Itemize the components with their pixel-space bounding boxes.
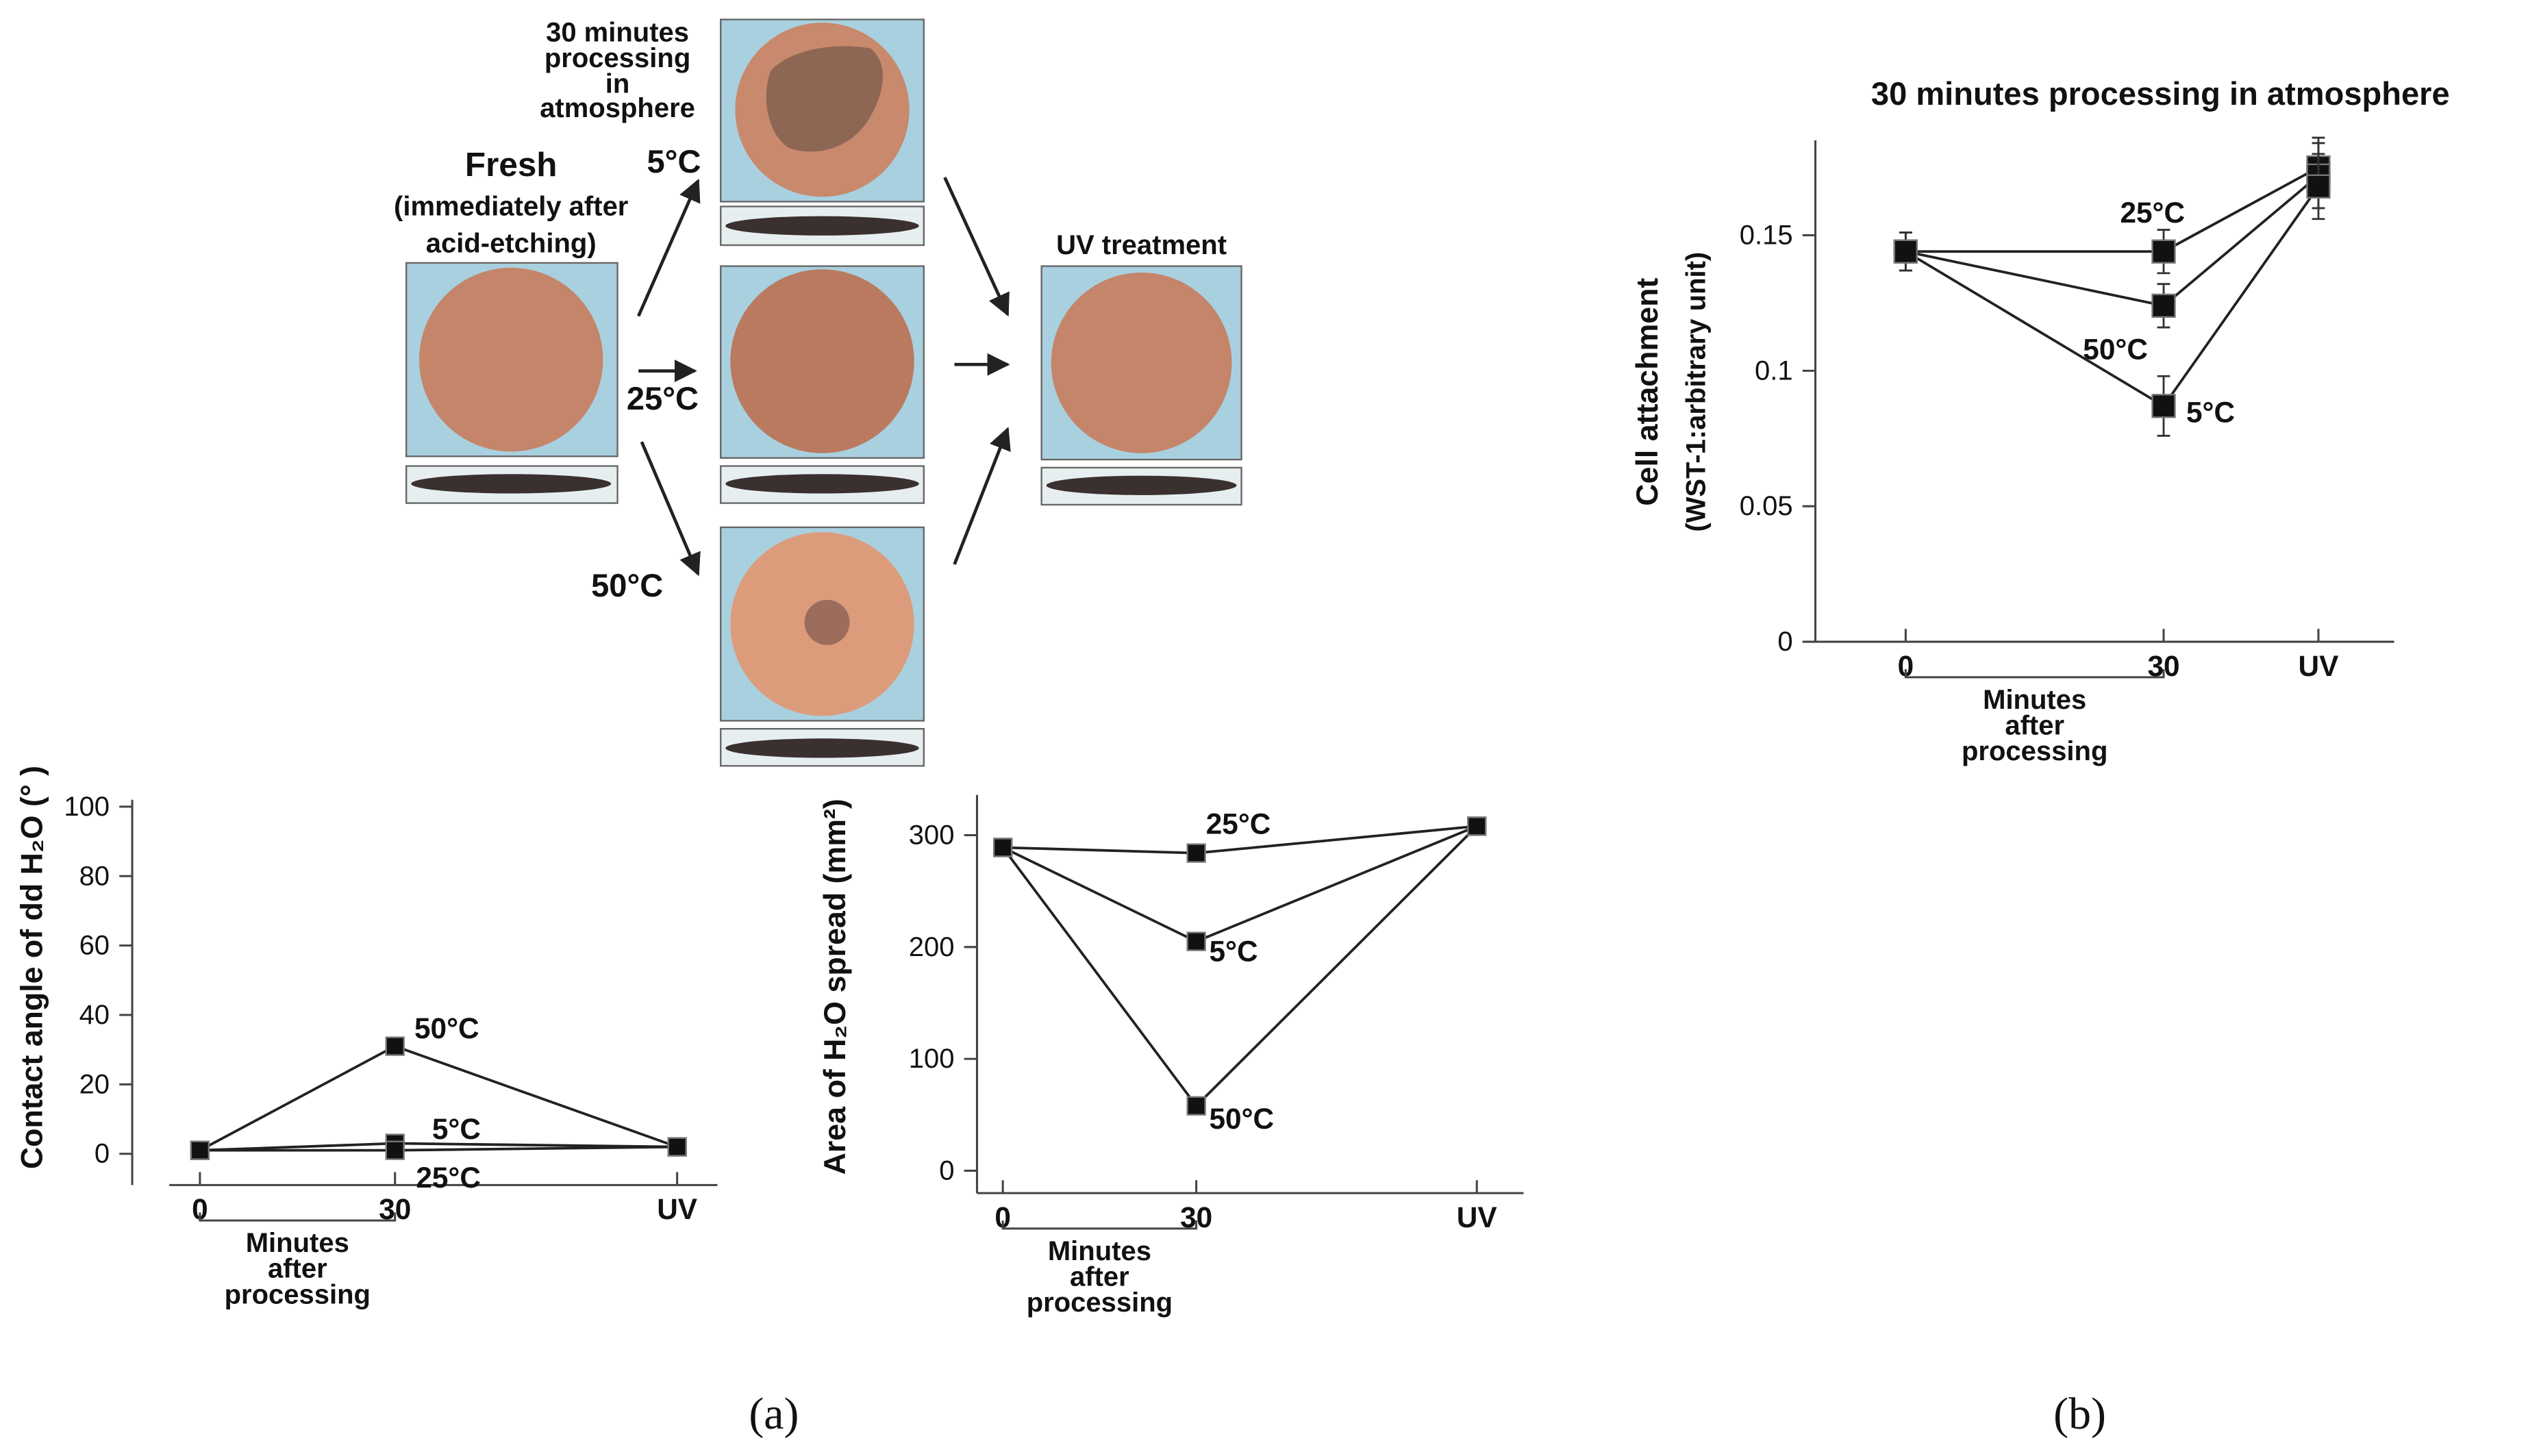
y-tick-label: 0 bbox=[939, 1155, 954, 1185]
series-label: 25°C bbox=[416, 1162, 481, 1194]
x-tick-label: 0 bbox=[192, 1193, 208, 1225]
marker bbox=[1186, 843, 1206, 863]
marker bbox=[385, 1036, 405, 1056]
x-axis-label: Minutes bbox=[1048, 1236, 1151, 1266]
arrows bbox=[637, 177, 1011, 577]
y-tick-label: 0 bbox=[95, 1139, 110, 1169]
temp-label: 25°C bbox=[627, 380, 699, 416]
series-label: 50°C bbox=[1209, 1103, 1274, 1135]
disc-side bbox=[725, 474, 919, 494]
y-tick-label: 200 bbox=[909, 932, 955, 962]
photos bbox=[405, 18, 1242, 767]
x-tick-label: UV bbox=[657, 1193, 697, 1225]
panel-label: (b) bbox=[2053, 1389, 2106, 1439]
series-line bbox=[1905, 174, 2320, 307]
disc-side bbox=[411, 474, 612, 494]
marker bbox=[1893, 239, 1918, 264]
water-drop bbox=[804, 599, 850, 645]
y-tick-label: 100 bbox=[64, 792, 110, 822]
note: atmosphere bbox=[540, 93, 695, 123]
arrow bbox=[953, 427, 1011, 565]
series-label: 5°C bbox=[2186, 397, 2235, 429]
y-tick-label: 40 bbox=[79, 1000, 110, 1030]
y-tick-label: 0.1 bbox=[1755, 355, 1793, 386]
x-axis-label: processing bbox=[225, 1279, 371, 1309]
x-bracket bbox=[1904, 669, 2165, 679]
arrow bbox=[637, 178, 701, 317]
series-line bbox=[1002, 825, 1477, 943]
series-label: 50°C bbox=[414, 1012, 479, 1044]
disc bbox=[730, 269, 914, 453]
disc-side bbox=[725, 738, 919, 758]
disc bbox=[1051, 273, 1232, 453]
marker bbox=[2306, 174, 2331, 199]
series-label: 5°C bbox=[432, 1113, 481, 1145]
series-label: 50°C bbox=[2083, 333, 2148, 365]
x-axis-label: after bbox=[2005, 710, 2064, 740]
y-tick-label: 20 bbox=[79, 1069, 110, 1099]
disc-side bbox=[1046, 475, 1237, 495]
chart-title: 30 minutes processing in atmosphere bbox=[1871, 75, 2450, 112]
marker bbox=[2151, 239, 2176, 264]
marker bbox=[667, 1137, 687, 1157]
marker bbox=[2151, 293, 2176, 318]
series-label: 25°C bbox=[1206, 808, 1271, 840]
disc bbox=[419, 267, 603, 452]
x-tick-label: 0 bbox=[994, 1201, 1011, 1233]
y-tick-label: 300 bbox=[909, 820, 955, 850]
temp-label: 50°C bbox=[591, 567, 663, 603]
x-bracket bbox=[1001, 1220, 1198, 1230]
series-line bbox=[1905, 186, 2320, 408]
x-axis-label: processing bbox=[1962, 736, 2107, 766]
marker bbox=[1186, 931, 1206, 951]
series-line bbox=[1905, 166, 2319, 253]
marker bbox=[2151, 394, 2176, 418]
marker bbox=[993, 838, 1013, 857]
y-tick-label: 80 bbox=[79, 861, 110, 891]
x-axis-label: Minutes bbox=[246, 1228, 349, 1258]
y-axis-label: Contact angle of dd H₂O (° ) bbox=[16, 766, 49, 1169]
uv-label: UV treatment bbox=[1056, 230, 1227, 260]
series-label: 5°C bbox=[1209, 935, 1257, 967]
fresh-label: Fresh bbox=[465, 146, 558, 184]
y-tick-label: 100 bbox=[909, 1044, 955, 1074]
y-tick-label: 0.15 bbox=[1740, 220, 1793, 250]
y-axis-label: Area of H₂O spread (mm²) bbox=[818, 799, 852, 1175]
disc-side bbox=[725, 216, 919, 236]
marker bbox=[1186, 1096, 1206, 1116]
note: processing bbox=[545, 43, 690, 73]
temp-label: 5°C bbox=[647, 143, 701, 179]
arrow bbox=[640, 441, 701, 577]
y-axis-label: Cell attachment bbox=[1631, 278, 1664, 506]
marker bbox=[385, 1140, 405, 1160]
note: in bbox=[605, 69, 630, 99]
x-axis-label: after bbox=[268, 1254, 327, 1284]
panel-label: (a) bbox=[749, 1389, 799, 1439]
water-drop bbox=[766, 46, 883, 152]
fresh-note: (immediately after bbox=[394, 191, 628, 221]
x-axis-label: processing bbox=[1027, 1288, 1173, 1318]
y-axis-label: (WST-1:arbitrary unit) bbox=[1681, 252, 1711, 532]
y-tick-label: 0.05 bbox=[1740, 491, 1793, 521]
arrow bbox=[943, 177, 1010, 317]
y-tick-label: 60 bbox=[79, 931, 110, 961]
x-axis-label: after bbox=[1070, 1262, 1129, 1292]
marker bbox=[1467, 816, 1487, 836]
marker bbox=[190, 1140, 210, 1160]
fresh-note: acid-etching) bbox=[426, 229, 597, 259]
x-tick-label: UV bbox=[1457, 1201, 1497, 1233]
x-tick-label: UV bbox=[2299, 650, 2339, 682]
x-tick-label: 0 bbox=[1898, 650, 1914, 682]
series-label: 25°C bbox=[2120, 197, 2185, 229]
x-axis-label: Minutes bbox=[1983, 685, 2086, 715]
note: 30 minutes bbox=[546, 17, 689, 47]
y-tick-label: 0 bbox=[1777, 627, 1792, 657]
x-bracket bbox=[199, 1212, 397, 1222]
